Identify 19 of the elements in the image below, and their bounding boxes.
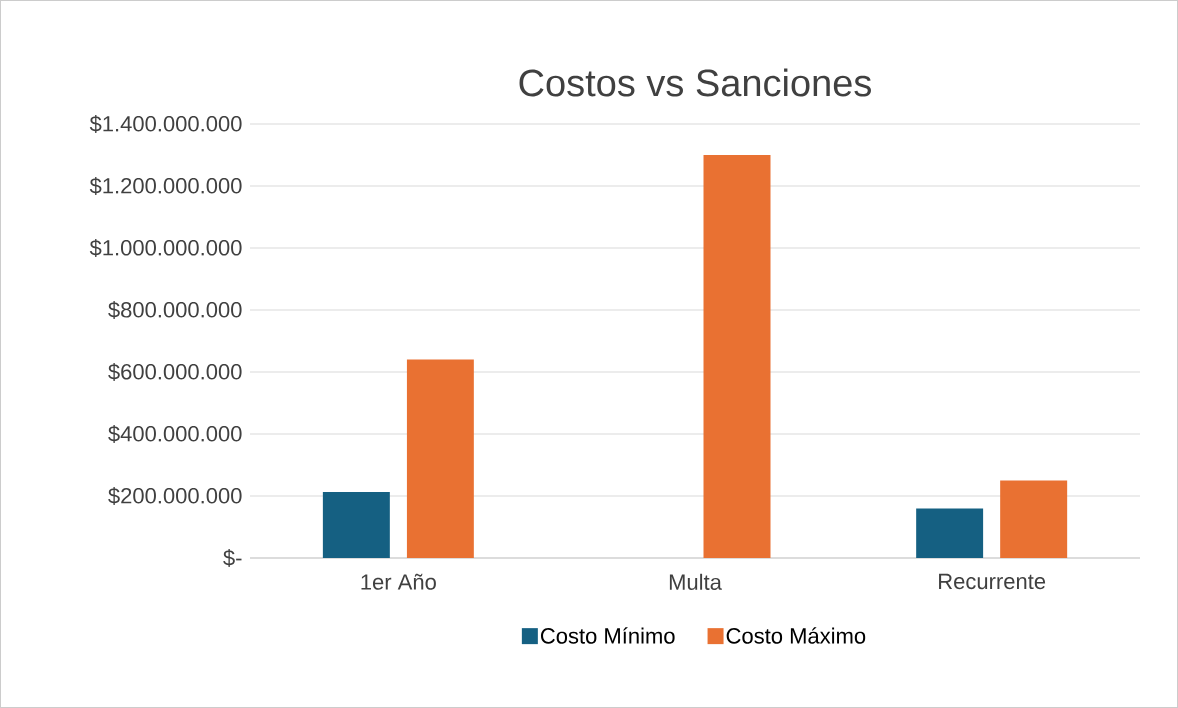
y-tick-label: $- <box>223 549 242 567</box>
chart-title: Costos vs Sanciones <box>519 68 871 97</box>
y-tick-label: $1.200.000.000 <box>89 177 242 195</box>
x-tick-label: 1er Año <box>361 573 436 590</box>
y-tick-label: $1.000.000.000 <box>89 239 242 257</box>
x-tick-label: Multa <box>669 573 722 590</box>
bar <box>406 359 474 558</box>
x-tick-label: Recurrente <box>939 573 1046 590</box>
bar <box>703 154 771 558</box>
y-tick-label: $200.000.000 <box>108 487 242 505</box>
legend-label: Costo Máximo <box>726 627 866 644</box>
y-tick-label: $600.000.000 <box>108 363 242 381</box>
bar <box>916 508 984 558</box>
y-tick-label: $800.000.000 <box>108 301 242 319</box>
legend-label: Costo Mínimo <box>540 627 675 644</box>
bar <box>1000 480 1068 558</box>
y-tick-label: $1.400.000.000 <box>89 115 242 133</box>
bar <box>322 491 390 558</box>
y-tick-label: $400.000.000 <box>108 425 242 443</box>
